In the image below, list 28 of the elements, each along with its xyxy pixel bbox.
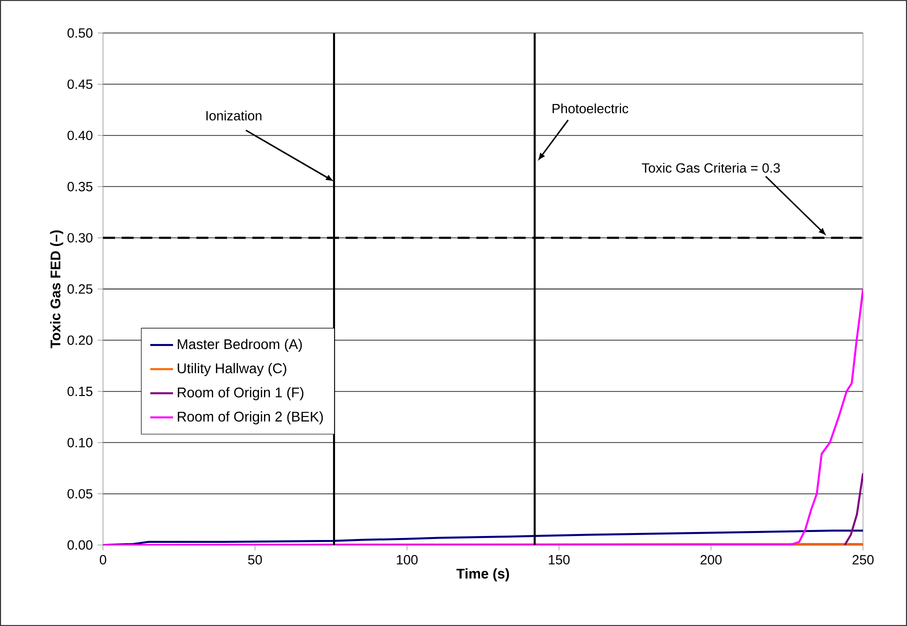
y-tick-label: 0.35 [68, 182, 92, 192]
y-tick-label: 0.30 [68, 233, 92, 243]
y-axis-title: Toxic Gas FED (–) [50, 230, 64, 348]
line-series [103, 288, 864, 545]
y-tick-label: 0.20 [68, 335, 92, 345]
ref-line-label: Photoelectric [552, 103, 628, 114]
y-tick-label: 0.15 [68, 386, 92, 396]
y-tick-label: 0.05 [68, 489, 92, 499]
y-tick-label: 0.10 [68, 438, 92, 448]
y-tick-label: 0.40 [68, 130, 92, 140]
x-tick-label: 200 [700, 555, 722, 564]
legend-label: Room of Origin 2 (BEK) [178, 411, 323, 424]
legend-label: Utility Hallway (C) [178, 363, 286, 376]
ref-line-label: Toxic Gas Criteria = 0.3 [642, 162, 780, 173]
y-tick-label: 0.00 [68, 540, 92, 550]
line-series [844, 472, 864, 545]
legend-label: Master Bedroom (A) [178, 338, 302, 352]
x-tick-label: 250 [852, 555, 874, 564]
x-tick-label: 0 [100, 555, 106, 564]
x-tick-label: 50 [248, 555, 262, 564]
x-axis-title: Time (s) [456, 568, 509, 582]
x-tick-label: 100 [396, 555, 418, 564]
x-tick-label: 150 [548, 555, 570, 564]
y-tick-label: 0.45 [68, 79, 92, 89]
y-tick-label: 0.50 [68, 28, 92, 38]
ref-line-label: Ionization [206, 110, 262, 120]
y-tick-label: 0.25 [68, 284, 92, 294]
legend-label: Room of Origin 1 (F) [178, 387, 304, 400]
